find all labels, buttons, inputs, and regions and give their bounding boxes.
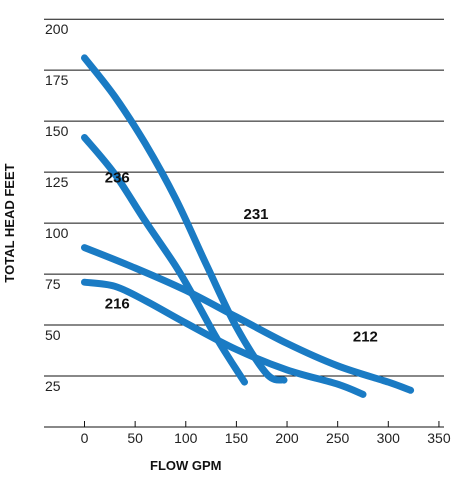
y-tick-label: 50 [45, 327, 61, 343]
pump-curves [81, 54, 415, 398]
x-tick-label: 350 [427, 430, 451, 446]
series-line-216 [81, 278, 367, 398]
curve-labels: 231 236 212 216 [105, 169, 378, 345]
y-axis-ticks: 25 50 75 100 125 150 175 200 [45, 21, 69, 394]
series-line-231 [81, 54, 288, 384]
y-axis-title: TOTAL HEAD FEET [2, 163, 17, 282]
y-tick-label: 150 [45, 123, 69, 139]
x-tick-label: 0 [81, 430, 89, 446]
y-tick-label: 100 [45, 225, 69, 241]
x-tick-label: 200 [275, 430, 299, 446]
curve-label-216: 216 [105, 296, 130, 313]
x-tick-label: 250 [326, 430, 350, 446]
y-tick-label: 75 [45, 276, 61, 292]
x-axis-title: FLOW GPM [150, 458, 222, 473]
y-tick-label: 200 [45, 21, 69, 37]
y-tick-label: 25 [45, 378, 61, 394]
series-line-236 [81, 134, 248, 386]
curve-label-231: 231 [243, 206, 268, 223]
grid-lines [44, 18, 444, 428]
x-tick-label: 150 [225, 430, 249, 446]
x-tick-label: 300 [377, 430, 401, 446]
x-axis-ticks: 0 50 100 150 200 250 300 350 [81, 430, 451, 446]
curve-label-212: 212 [353, 328, 378, 345]
y-tick-label: 175 [45, 72, 69, 88]
curve-label-236: 236 [105, 169, 130, 186]
series-line-212 [81, 244, 415, 394]
y-tick-label: 125 [45, 174, 69, 190]
x-tick-label: 50 [127, 430, 143, 446]
x-tick-label: 100 [174, 430, 198, 446]
